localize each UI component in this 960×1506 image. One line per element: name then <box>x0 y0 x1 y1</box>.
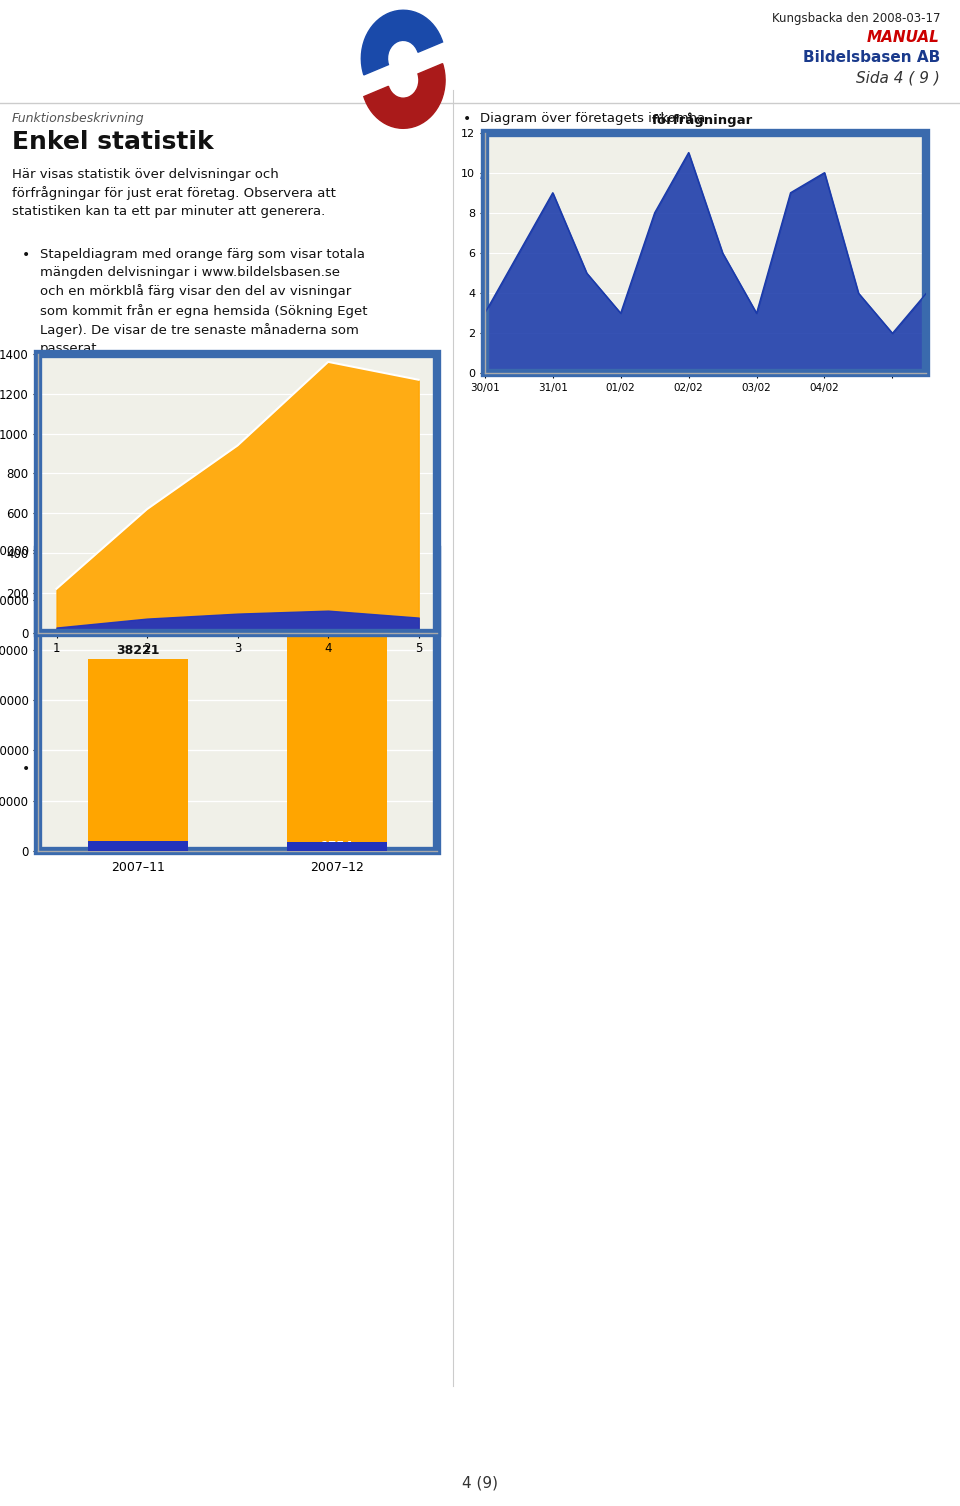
Text: MANUAL: MANUAL <box>867 30 940 45</box>
Text: Bildelsbasen AB: Bildelsbasen AB <box>803 50 940 65</box>
Bar <box>287 577 387 851</box>
Text: Kungsbacka den 2008-03-17: Kungsbacka den 2008-03-17 <box>772 12 940 26</box>
Text: 4 (9): 4 (9) <box>462 1474 498 1489</box>
Bar <box>287 842 387 851</box>
Wedge shape <box>364 63 445 128</box>
Text: Bildexempel:: Bildexempel: <box>40 390 142 404</box>
Text: Diagram som visar: Diagram som visar <box>40 762 170 776</box>
Text: Bildexempel:: Bildexempel: <box>40 810 142 824</box>
Text: Enkel statistik: Enkel statistik <box>12 130 214 154</box>
Text: Stapeldiagram med orange färg som visar totala
mängden delvisningar i www.bildel: Stapeldiagram med orange färg som visar … <box>40 248 368 355</box>
Text: 54615: 54615 <box>316 562 359 574</box>
Text: delvisningar: delvisningar <box>40 780 132 794</box>
Bar <box>88 842 188 851</box>
Text: Sida 4 ( 9 ): Sida 4 ( 9 ) <box>856 69 940 84</box>
Text: Här visas statistik över delvisningar och
förfrågningar för just erat företag. O: Här visas statistik över delvisningar oc… <box>12 169 336 218</box>
Text: förfrågningar: förfrågningar <box>652 111 754 127</box>
Text: Bildexempel:: Bildexempel: <box>480 169 582 182</box>
Text: Diagram över företagets inkomna: Diagram över företagets inkomna <box>480 111 709 125</box>
Text: en månads dagliga: en månads dagliga <box>135 762 277 777</box>
Text: .: . <box>107 780 110 794</box>
Text: Funktionsbeskrivning: Funktionsbeskrivning <box>12 111 145 125</box>
Bar <box>88 660 188 851</box>
Text: per dag utöver en tvåveckors-period.: per dag utöver en tvåveckors-period. <box>480 130 729 145</box>
Wedge shape <box>361 11 443 75</box>
Text: •: • <box>463 111 471 127</box>
Text: 1879: 1879 <box>122 840 155 852</box>
Text: 1754: 1754 <box>321 840 353 852</box>
Text: 38221: 38221 <box>116 643 159 657</box>
Text: •: • <box>22 248 31 262</box>
Text: •: • <box>22 762 31 776</box>
